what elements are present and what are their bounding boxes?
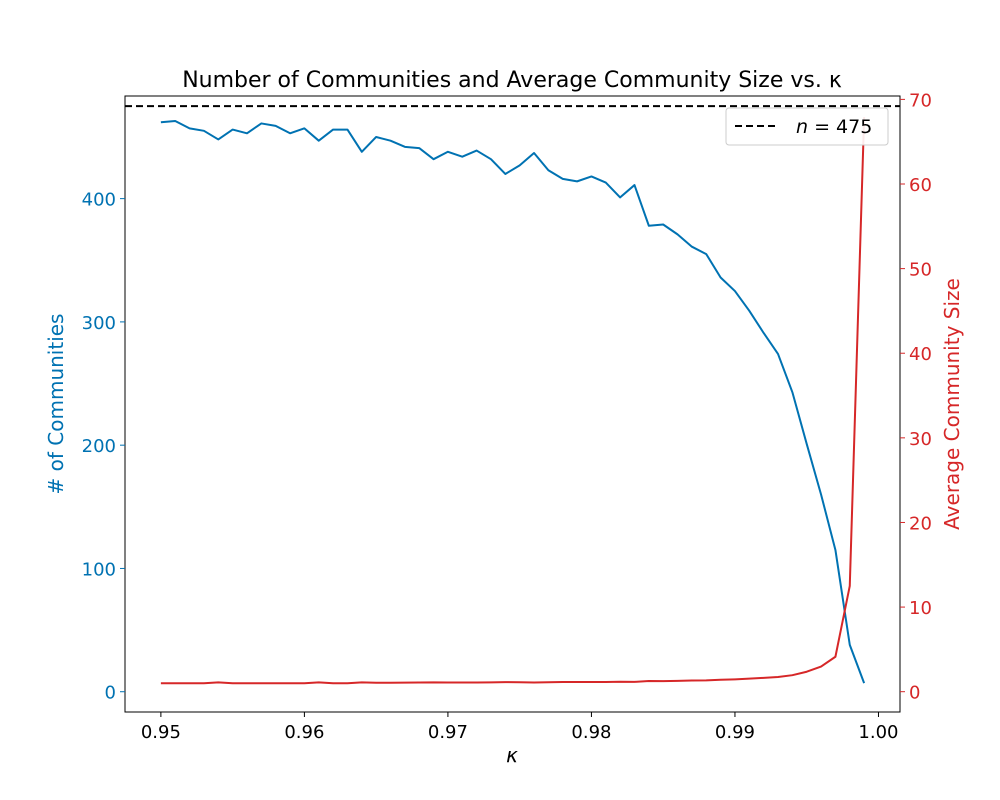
y-right-tick-label: 20	[909, 513, 932, 534]
x-tick-label: 0.99	[715, 722, 755, 743]
x-tick-label: 0.96	[284, 722, 324, 743]
y-left-tick-label: 300	[82, 313, 116, 334]
y-left-tick-label: 100	[82, 559, 116, 580]
legend-reference-line-label: n = 475	[796, 116, 872, 138]
x-tick-label: 1.00	[858, 722, 898, 743]
series-communities-line	[160, 119, 866, 684]
legend-box	[725, 107, 889, 146]
y-left-tick-label: 200	[82, 436, 116, 457]
y-right-tick-label: 30	[909, 429, 932, 450]
y-right-axis-label: Average Community Size	[940, 278, 964, 530]
plot-frame	[124, 95, 901, 713]
plot-area	[125, 105, 900, 685]
legend: n = 475	[725, 107, 889, 146]
y-right-tick-label: 0	[909, 683, 920, 704]
y-right-tick-label: 40	[909, 344, 932, 365]
y-right-tick-label: 50	[909, 260, 932, 281]
y-left-tick-label: 0	[105, 683, 116, 704]
y-left-axis-label: # of Communities	[44, 314, 68, 495]
y-right-tick-label: 10	[909, 598, 932, 619]
x-tick-label: 0.98	[571, 722, 611, 743]
axes: 0.95 0.96 0.97 0.98 0.99 1.00 0 100 200 300 400 0 10…	[82, 90, 932, 743]
x-tick-label: 0.97	[428, 722, 468, 743]
x-tick-label: 0.95	[141, 722, 181, 743]
x-axis-label: κ	[506, 743, 518, 767]
series-avg-size-line	[160, 117, 866, 685]
chart-title: Number of Communities and Average Commun…	[182, 68, 842, 93]
y-left-tick-label: 400	[82, 190, 116, 211]
y-right-tick-label: 60	[909, 175, 932, 196]
y-right-tick-label: 70	[909, 90, 932, 111]
